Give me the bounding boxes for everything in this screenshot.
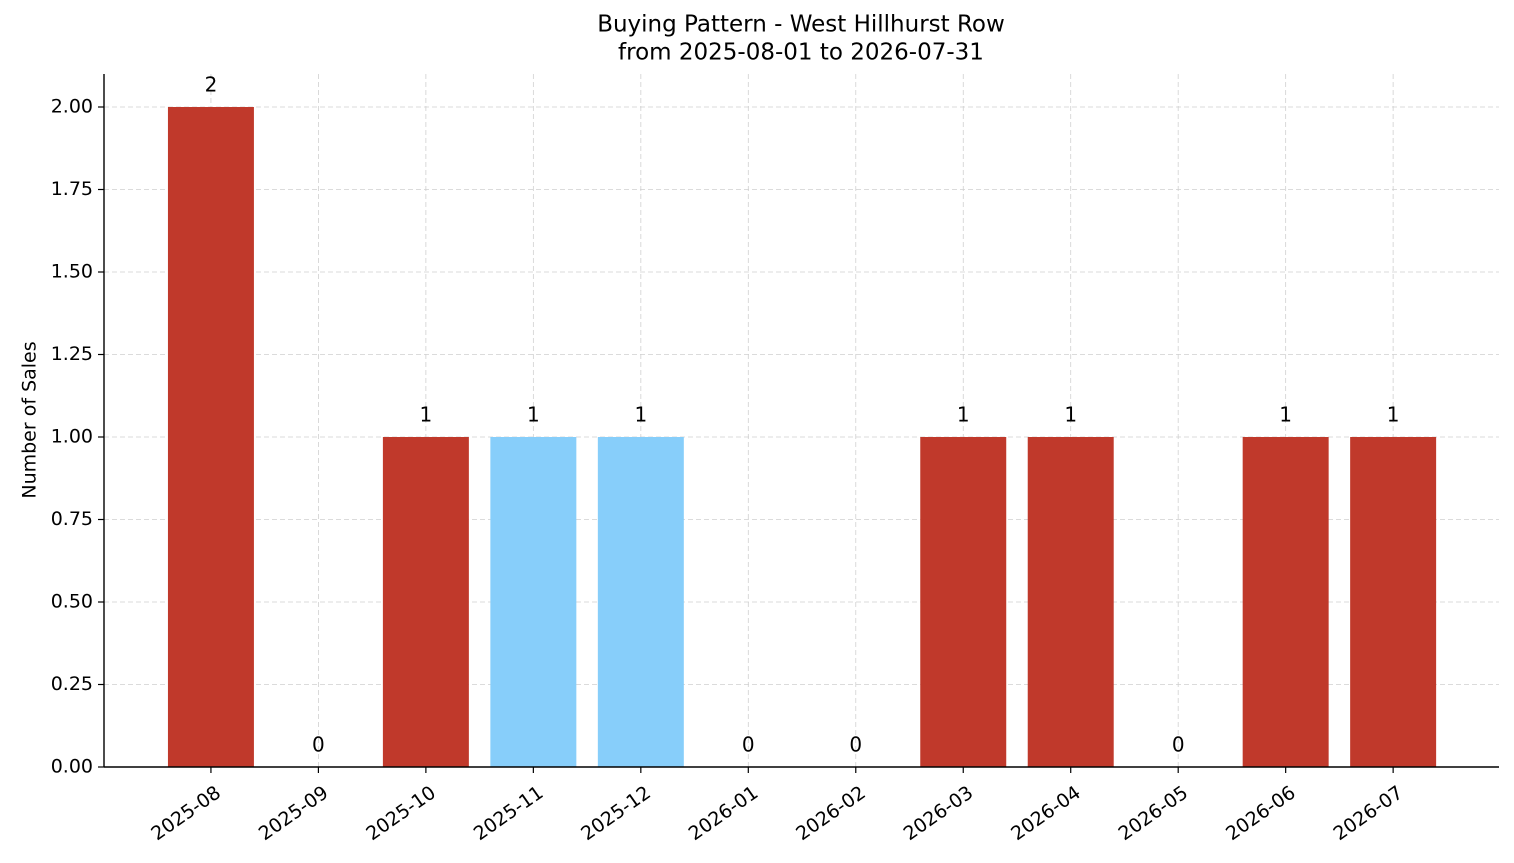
y-tick-label: 0.50 — [51, 591, 93, 613]
x-tick-label: 2025-09 — [255, 782, 333, 846]
bar — [167, 107, 254, 767]
y-tick-label: 0.25 — [51, 673, 93, 695]
y-axis-label: Number of Sales — [19, 341, 41, 498]
bar — [382, 437, 469, 767]
data-label: 1 — [1279, 403, 1292, 427]
x-tick-label: 2026-04 — [1007, 782, 1085, 846]
y-tick-label: 2.00 — [51, 96, 93, 118]
x-tick-label: 2025-11 — [470, 782, 548, 846]
data-label: 0 — [849, 733, 862, 757]
x-tick-label: 2026-05 — [1115, 782, 1193, 846]
bar — [1027, 437, 1114, 767]
chart-subtitle: from 2025-08-01 to 2026-07-31 — [618, 40, 984, 66]
data-label: 1 — [957, 403, 970, 427]
bar — [920, 437, 1007, 767]
x-tick-label: 2025-08 — [147, 782, 225, 846]
x-tick-label: 2026-01 — [685, 782, 763, 846]
data-label: 0 — [742, 733, 755, 757]
y-tick-label: 0.00 — [51, 756, 93, 778]
y-tick-label: 0.75 — [51, 508, 93, 530]
y-tick-label: 1.50 — [51, 261, 93, 283]
x-tick-label: 2026-06 — [1222, 782, 1300, 846]
data-label: 1 — [1064, 403, 1077, 427]
y-tick-label: 1.75 — [51, 178, 93, 200]
chart-title: Buying Pattern - West Hillhurst Row — [597, 12, 1005, 38]
x-tick-label: 2026-02 — [792, 782, 870, 846]
x-tick-label: 2025-12 — [577, 782, 655, 846]
bar — [1350, 437, 1437, 767]
y-tick-label: 1.25 — [51, 343, 93, 365]
bar — [1242, 437, 1329, 767]
data-label: 0 — [1172, 733, 1185, 757]
data-label: 1 — [634, 403, 647, 427]
data-label: 1 — [527, 403, 540, 427]
bar — [490, 437, 577, 767]
bar — [597, 437, 684, 767]
data-label: 2 — [205, 73, 218, 97]
data-label: 0 — [312, 733, 325, 757]
data-label: 1 — [1387, 403, 1400, 427]
y-tick-label: 1.00 — [51, 426, 93, 448]
x-tick-label: 2026-03 — [900, 782, 978, 846]
data-label: 1 — [420, 403, 433, 427]
x-tick-label: 2026-07 — [1330, 782, 1408, 846]
x-tick-label: 2025-10 — [362, 782, 440, 846]
